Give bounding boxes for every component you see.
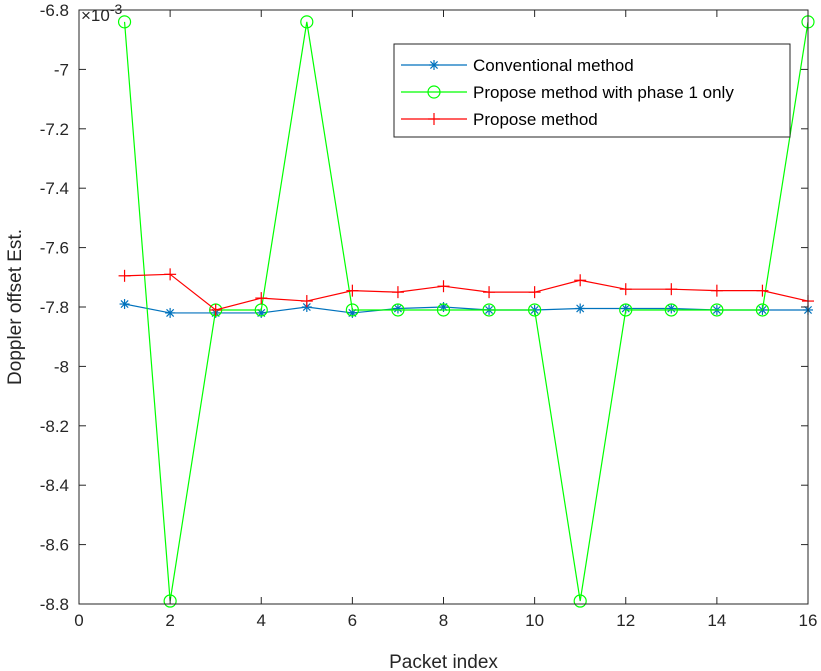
y-axis-title: Doppler offset Est. <box>5 229 26 385</box>
legend-box <box>393 43 791 138</box>
legend-label-1: Propose method with phase 1 only <box>473 83 734 102</box>
series-2-point-4 <box>300 295 313 308</box>
x-tick-label-7: 14 <box>707 611 726 630</box>
series-2-point-7 <box>437 280 450 293</box>
legend-item-0: Conventional method <box>401 56 634 75</box>
y-tick-label-6: -8 <box>54 357 69 376</box>
x-tick-label-5: 10 <box>525 611 544 630</box>
series-2-point-0 <box>118 269 131 282</box>
series-1-point-9 <box>528 303 542 317</box>
series-0-point-11 <box>620 303 631 314</box>
series-2-point-12 <box>665 283 678 296</box>
y-tick-label-9: -8.6 <box>40 536 69 555</box>
series-1-point-12 <box>664 303 678 317</box>
series-layer <box>117 15 815 608</box>
x-tick-label-0: 0 <box>74 611 83 630</box>
series-0-point-0 <box>119 299 130 310</box>
x-tick-label-2: 4 <box>257 611 266 630</box>
series-1-point-11 <box>619 303 633 317</box>
series-2-point-9 <box>528 286 541 299</box>
series-2-line <box>124 273 809 311</box>
series-0-point-6-d2 <box>393 304 402 313</box>
y-axis-exponent-base: ×10 <box>81 6 110 25</box>
series-0-line <box>124 303 808 314</box>
series-1-point-10 <box>573 594 587 608</box>
series-0-point-6 <box>392 303 403 314</box>
series-0-point-1-d2 <box>166 308 175 317</box>
series-2-point-10 <box>574 274 587 287</box>
series-0-point-10 <box>575 303 586 314</box>
series-1-point-14 <box>755 303 770 317</box>
y-tick-label-4: -7.6 <box>40 239 69 258</box>
series-0-point-1 <box>165 307 176 318</box>
series-2 <box>118 268 814 316</box>
legend-marker-0 <box>429 60 439 70</box>
series-1-point-6 <box>391 303 405 317</box>
axes-layer: 0 2 4 6 8 10 12 14 16 -6.8 -7 -7.2 -7.4 -7.6 -7.8 -8 -8.… <box>40 1 818 630</box>
legend: Conventional method Propose method with p… <box>393 43 791 138</box>
y-tick-label-0: -6.8 <box>40 1 69 20</box>
series-2-point-6 <box>391 286 404 299</box>
legend-label-2: Propose method <box>473 110 598 129</box>
series-2-point-11 <box>619 283 632 296</box>
y-tick-label-3: -7.4 <box>40 179 69 198</box>
x-tick-label-6: 12 <box>616 611 635 630</box>
legend-marker-0-d2 <box>429 60 439 70</box>
series-0-point-10-d2 <box>576 304 585 313</box>
series-1-point-1 <box>163 594 177 608</box>
series-1-point-8 <box>482 303 496 317</box>
series-2-point-5 <box>346 284 359 297</box>
y-tick-label-10: -8.8 <box>40 595 69 614</box>
legend-marker-1 <box>427 85 441 99</box>
series-2-point-3 <box>255 292 268 305</box>
series-2-point-13 <box>710 284 723 297</box>
series-1-point-0 <box>117 15 132 29</box>
series-2-point-1 <box>164 268 177 281</box>
series-1-point-5 <box>345 303 359 317</box>
x-axis-title: Packet index <box>389 652 498 671</box>
y-tick-label-2: -7.2 <box>40 120 69 139</box>
y-tick-label-8: -8.4 <box>40 476 69 495</box>
y-tick-label-5: -7.8 <box>40 298 69 317</box>
series-0-point-12-d2 <box>667 304 676 313</box>
x-tick-label-1: 2 <box>165 611 174 630</box>
series-1-point-13 <box>710 303 724 317</box>
y-tick-label-1: -7 <box>54 60 69 79</box>
series-2-point-14 <box>756 284 769 297</box>
series-0-point-0-d2 <box>120 300 129 309</box>
x-tick-label-3: 6 <box>348 611 357 630</box>
x-tick-label-4: 8 <box>439 611 448 630</box>
series-1-point-4 <box>300 15 314 29</box>
series-2-point-2 <box>209 303 222 316</box>
y-tick-label-7: -8.2 <box>40 417 69 436</box>
series-0-point-12 <box>666 303 677 314</box>
series-1-point-7 <box>436 303 451 317</box>
legend-item-2: Propose method <box>401 110 598 129</box>
legend-marker-2 <box>428 113 440 125</box>
x-tick-label-8: 16 <box>799 611 818 630</box>
series-1-line <box>123 21 809 602</box>
y-axis-exponent-power: -3 <box>110 1 123 17</box>
legend-label-0: Conventional method <box>473 56 634 75</box>
legend-item-1: Propose method with phase 1 only <box>401 83 734 102</box>
series-0-point-11-d2 <box>621 304 630 313</box>
series-2-point-8 <box>483 286 496 299</box>
y-axis-exponent: ×10-3 <box>81 1 123 25</box>
